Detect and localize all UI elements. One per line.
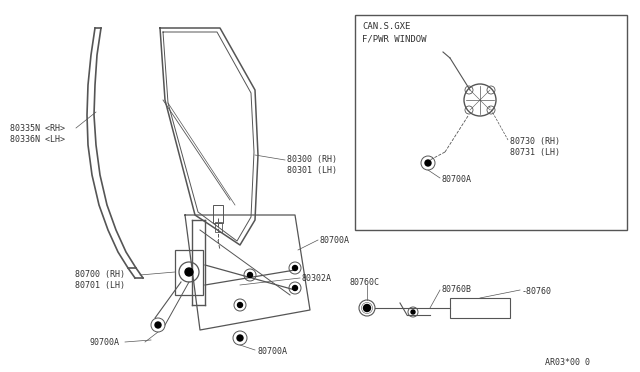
Text: 90700A: 90700A: [90, 338, 120, 347]
Text: 80700 (RH): 80700 (RH): [75, 270, 125, 279]
Bar: [175, 250, 203, 295]
Circle shape: [155, 322, 161, 328]
Circle shape: [185, 268, 193, 276]
Text: 80301 (LH): 80301 (LH): [287, 166, 337, 175]
Text: 80700A: 80700A: [258, 347, 288, 356]
Circle shape: [237, 302, 243, 308]
Circle shape: [411, 310, 415, 314]
Text: 80302A: 80302A: [302, 274, 332, 283]
Circle shape: [292, 266, 298, 270]
Text: 80300 (RH): 80300 (RH): [287, 155, 337, 164]
Text: AR03*00 0: AR03*00 0: [545, 358, 590, 367]
Text: 80700A: 80700A: [442, 175, 472, 184]
Bar: [215, 222, 222, 232]
Text: F/PWR WINDOW: F/PWR WINDOW: [362, 34, 426, 43]
Text: 80701 (LH): 80701 (LH): [75, 281, 125, 290]
Text: 80335N <RH>: 80335N <RH>: [10, 124, 65, 133]
Text: 80730 (RH): 80730 (RH): [510, 137, 560, 146]
Circle shape: [237, 335, 243, 341]
Bar: [213, 205, 223, 223]
Text: 80760B: 80760B: [442, 285, 472, 294]
Bar: [450, 298, 510, 318]
Text: 80731 (LH): 80731 (LH): [510, 148, 560, 157]
Circle shape: [248, 273, 253, 278]
Text: 80700A: 80700A: [320, 236, 350, 245]
Text: 80760C: 80760C: [350, 278, 380, 287]
Circle shape: [425, 160, 431, 166]
Circle shape: [292, 285, 298, 291]
Text: -80760: -80760: [522, 287, 552, 296]
Bar: [355, 15, 627, 230]
Text: CAN.S.GXE: CAN.S.GXE: [362, 22, 410, 31]
Text: 80336N <LH>: 80336N <LH>: [10, 135, 65, 144]
Circle shape: [364, 305, 371, 311]
